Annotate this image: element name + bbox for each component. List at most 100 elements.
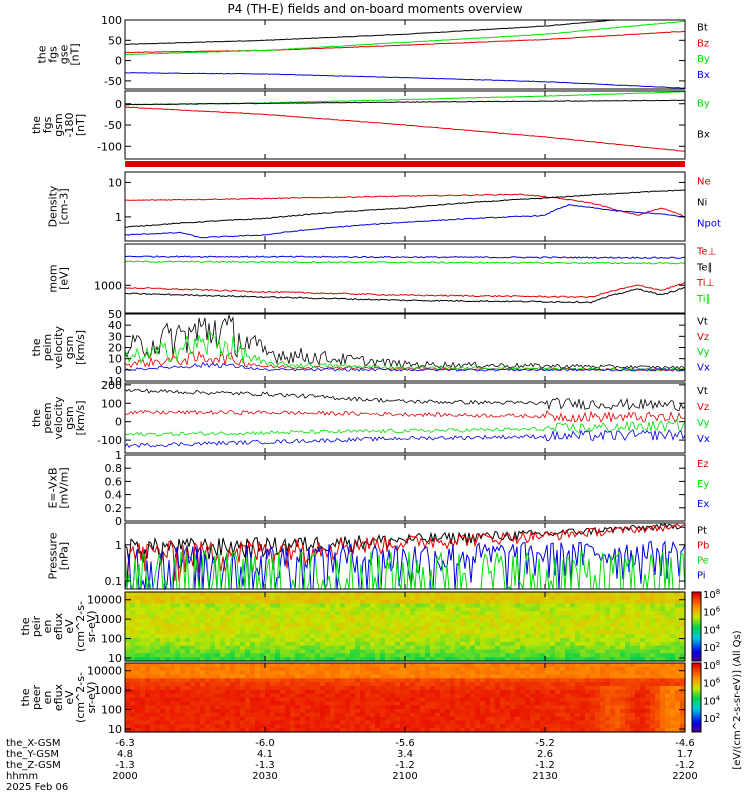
y-tick-label: 100 [101, 14, 122, 27]
colorbar-tick-label: 106 [703, 606, 721, 619]
svg-text:eflux: eflux [52, 683, 65, 711]
legend-entry: Ez [697, 459, 709, 470]
svg-text:peer: peer [30, 685, 43, 711]
svg-text:the: the [30, 116, 43, 134]
footer-tick-value: 2200 [672, 771, 697, 782]
legend-entry: Bx [697, 70, 710, 81]
colorbar-tick-label: 102 [703, 712, 720, 725]
footer-tick-value: -1.2 [535, 760, 555, 771]
svg-text:Density: Density [47, 185, 60, 227]
series-fgs_gsm-2 [124, 106, 686, 152]
svg-text:peem: peem [41, 402, 54, 433]
series-fgs_gse-3 [124, 72, 686, 89]
y-axis-label: mom[eV] [47, 264, 71, 292]
legend-entry: Bt [697, 23, 708, 34]
footer-tick-value: -6.3 [115, 738, 135, 749]
page-title: P4 (TH-E) fields and on-board moments ov… [227, 2, 523, 16]
colorbar-label: [eV/(cm^2-s-sr-eV)] (All Qs) [732, 630, 743, 769]
panel-mom: 1000 mom[eV] Te⊥ Te∥ Ti⊥ Ti∥ [47, 243, 716, 314]
svg-text:E=-VxB: E=-VxB [47, 467, 60, 508]
y-tick-label: 1 [115, 211, 122, 224]
footer-tick-value: 2100 [392, 771, 417, 782]
footer-tick-value: -5.2 [535, 738, 555, 749]
svg-text:[mV/m]: [mV/m] [58, 467, 71, 508]
svg-text:[nPa]: [nPa] [58, 542, 71, 570]
y-tick-label: 10 [108, 723, 122, 736]
footer-tick-value: 2.6 [537, 749, 553, 760]
y-axis-label: E=-VxB[mV/m] [47, 467, 71, 508]
legend-entry: Ex [697, 499, 709, 510]
legend-entry: Vz [697, 402, 709, 413]
panel-peer_eflux: 10100100010000thepeerenefluxeV(cm^2-s-sr… [19, 659, 721, 736]
footer-tick-value: -5.6 [395, 738, 415, 749]
footer-tick-value: -4.6 [675, 738, 695, 749]
y-tick-label: 0.8 [105, 462, 123, 475]
series-peem-1 [124, 409, 686, 423]
series-peim-0 [124, 314, 686, 370]
footer-row-label: the_Z-GSM [6, 760, 61, 771]
svg-text:[nT]: [nT] [74, 114, 87, 136]
legend-entry: By [697, 98, 710, 109]
panel-peir_eflux: 10100100010000thepeirenefluxeV(cm^2-s-sr… [19, 588, 721, 665]
svg-text:(cm^2-s-: (cm^2-s- [74, 601, 87, 652]
footer-row-label: hhmm [6, 771, 38, 782]
y-tick-label: 20 [108, 342, 122, 355]
series-peem-3 [124, 429, 686, 448]
y-tick-label: 0 [115, 98, 122, 111]
y-tick-label: 0.4 [105, 489, 123, 502]
legend-entry: Ni [697, 197, 707, 208]
y-tick-label: 1 [115, 539, 122, 552]
svg-text:velocity: velocity [52, 396, 65, 439]
y-tick-label: 0.1 [105, 575, 123, 588]
svg-text:sr-eV): sr-eV) [85, 681, 98, 713]
svg-text:gse: gse [58, 45, 71, 65]
svg-text:gsm: gsm [63, 406, 76, 429]
svg-text:en: en [41, 620, 54, 634]
panel-frame [124, 19, 686, 90]
y-tick-label: 0 [115, 515, 122, 528]
footer-tick-value: -1.3 [255, 760, 275, 771]
footer-tick-value: 2030 [252, 771, 277, 782]
footer-row-label: the_Y-GSM [6, 749, 59, 760]
spectrogram-peer_eflux [125, 663, 686, 733]
y-tick-label: 0 [115, 416, 122, 429]
y-tick-label: 10 [108, 353, 122, 366]
colorbar-tick-label: 108 [703, 588, 720, 601]
legend-entry: Bz [697, 38, 709, 49]
y-tick-label: 1000 [94, 613, 122, 626]
y-tick-label: -100 [97, 434, 122, 447]
y-tick-label: 10 [108, 176, 122, 189]
panel-frame [124, 454, 686, 522]
svg-text:velocity: velocity [52, 326, 65, 369]
svg-text:(cm^2-s-: (cm^2-s- [74, 672, 87, 723]
svg-text:peim: peim [41, 334, 54, 362]
svg-text:eflux: eflux [52, 612, 65, 640]
svg-text:sr-eV): sr-eV) [85, 610, 98, 642]
colorbar: 102 104 106 108 [691, 659, 721, 733]
svg-text:eV: eV [63, 690, 76, 705]
footer-tick-value: -1.3 [115, 760, 135, 771]
series-density-1 [124, 189, 686, 228]
colorbar-tick-label: 106 [703, 677, 721, 690]
footer-row-label: 2025 Feb 06 [6, 782, 68, 793]
colorbar-tick-label: 104 [703, 623, 721, 636]
series-fgs_gse-0 [124, 19, 685, 45]
svg-text:[nT]: [nT] [69, 43, 82, 65]
y-tick-label: 40 [108, 319, 122, 332]
y-tick-label: 100 [101, 704, 122, 717]
svg-text:mom: mom [47, 264, 60, 292]
legend-entry: Npot [697, 218, 721, 229]
series-density-2 [124, 204, 686, 239]
y-tick-label: 50 [108, 34, 122, 47]
legend-entry: Pe [697, 556, 709, 567]
legend-entry: Vx [697, 434, 710, 445]
svg-text:gsm: gsm [63, 336, 76, 359]
